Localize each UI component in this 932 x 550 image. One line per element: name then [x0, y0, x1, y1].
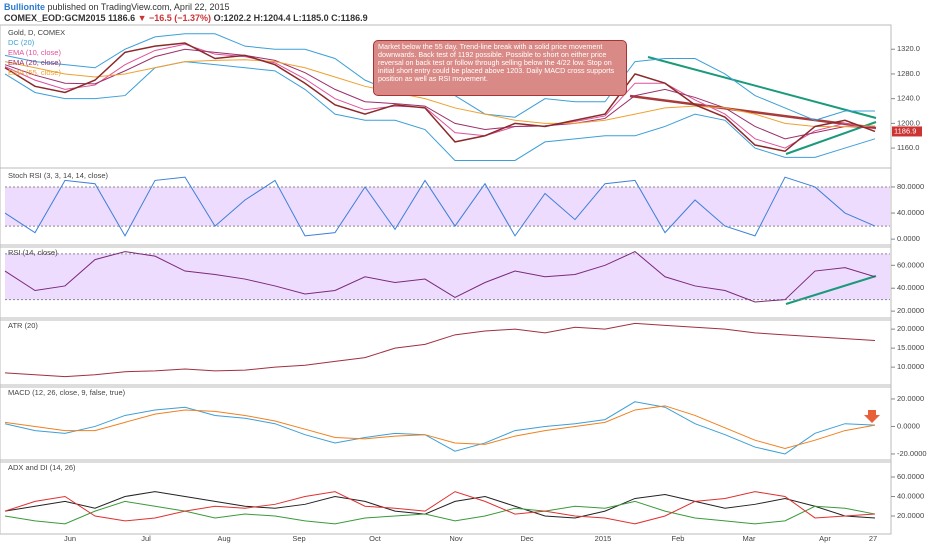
panel-title: Gold, D, COMEX — [8, 28, 65, 37]
price-line — [4, 42, 876, 152]
x-tick-label: Feb — [672, 534, 685, 543]
ohlc: O:1202.2 H:1204.4 L:1185.0 C:1186.9 — [213, 13, 368, 23]
y-tick-label: 60.0000 — [897, 260, 924, 269]
band — [5, 186, 890, 227]
panel-title: MACD (12, 26, close, 9, false, true) — [8, 388, 126, 397]
series-line — [4, 500, 876, 525]
x-tick-label: Sep — [292, 534, 305, 543]
y-tick-label: 1280.0 — [897, 69, 920, 78]
x-tick-label: Aug — [217, 534, 230, 543]
y-tick-label: 0.0000 — [897, 421, 920, 430]
arrow — [864, 410, 880, 423]
legend-entry: EMA (10, close) — [8, 48, 61, 57]
band — [5, 253, 890, 300]
y-tick-label: 0.0000 — [897, 234, 920, 243]
author[interactable]: Bullionite — [4, 2, 45, 12]
panel — [0, 384, 892, 463]
x-tick-label: Dec — [520, 534, 534, 543]
last-price-box — [892, 126, 922, 137]
x-tick-label: Mar — [743, 534, 756, 543]
series-line — [4, 401, 876, 455]
y-tick-label: 60.0000 — [897, 472, 924, 481]
y-tick-label: 40.0000 — [897, 283, 924, 292]
panel — [0, 317, 892, 388]
panel-title: Stoch RSI (3, 3, 14, 14, close) — [8, 171, 109, 180]
legend-entry: DC (20) — [8, 38, 35, 47]
series-line — [4, 59, 876, 127]
y-tick-label: 1160.0 — [897, 143, 919, 152]
dc-lower — [4, 61, 876, 161]
panel — [0, 459, 892, 535]
x-tick-label: Nov — [449, 534, 463, 543]
series-line — [4, 176, 876, 237]
y-tick-label: 80.0000 — [897, 182, 924, 191]
x-tick-label: Apr — [819, 534, 831, 543]
legend-entry: EMA (55, close) — [8, 68, 61, 77]
x-tick-label: Jul — [141, 534, 151, 543]
x-tick-label: Oct — [369, 534, 382, 543]
panel — [0, 244, 892, 321]
change: ▼ −16.5 (−1.37%) — [137, 13, 212, 23]
series-line — [4, 491, 876, 525]
annotation: Market below the 55 day. Trend-line brea… — [373, 40, 627, 96]
series-line — [4, 405, 876, 449]
panel-title: RSI (14, close) — [8, 248, 58, 257]
trend-line — [629, 94, 877, 130]
y-tick-label: 20.0000 — [897, 511, 924, 520]
y-tick-label: 10.0000 — [897, 362, 924, 371]
y-tick-label: -20.0000 — [897, 449, 927, 458]
y-tick-label: 40.0000 — [897, 491, 924, 500]
y-tick-label: 1200.0 — [897, 118, 920, 127]
trend-line — [647, 56, 877, 119]
x-tick-label: 2015 — [595, 534, 612, 543]
panel-title: ADX and DI (14, 26) — [8, 463, 76, 472]
price: 1186.6 — [108, 13, 136, 23]
x-tick-label: 27 — [869, 534, 877, 543]
series-line — [4, 250, 876, 303]
panel-title: ATR (20) — [8, 321, 38, 330]
y-tick-label: 20.0000 — [897, 306, 924, 315]
legend-entry: EMA (20, close) — [8, 58, 61, 67]
y-tick-label: 20.0000 — [897, 394, 924, 403]
series-line — [4, 43, 876, 149]
last-price-label: 1186.9 — [894, 126, 916, 135]
y-tick-label: 40.0000 — [897, 208, 924, 217]
y-tick-label: 20.0000 — [897, 324, 924, 333]
y-tick-label: 1240.0 — [897, 94, 920, 103]
y-tick-label: 15.0000 — [897, 343, 924, 352]
symbol: COMEX_EOD:GCM2015 — [4, 13, 106, 23]
header-line: Bullionite published on TradingView.com,… — [4, 2, 229, 12]
series-line — [4, 48, 876, 140]
x-tick-label: Jun — [64, 534, 76, 543]
y-tick-label: 1320.0 — [897, 44, 920, 53]
series-line — [4, 491, 876, 519]
quote-line: COMEX_EOD:GCM2015 1186.6 ▼ −16.5 (−1.37%… — [4, 13, 368, 23]
series-line — [4, 322, 876, 378]
published: published on TradingView.com, April 22, … — [47, 2, 230, 12]
panel — [0, 167, 892, 248]
